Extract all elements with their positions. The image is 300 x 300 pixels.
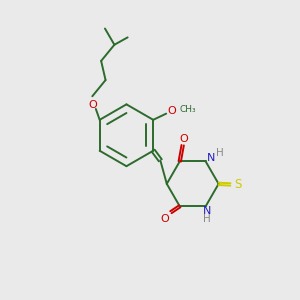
Text: CH₃: CH₃ [179,105,196,114]
Text: O: O [167,106,176,116]
Text: H: H [217,148,224,158]
Text: N: N [203,206,211,216]
Text: H: H [203,214,211,224]
Text: O: O [88,100,97,110]
Text: N: N [207,153,215,163]
Text: S: S [235,178,242,191]
Text: O: O [160,214,169,224]
Text: O: O [179,134,188,144]
